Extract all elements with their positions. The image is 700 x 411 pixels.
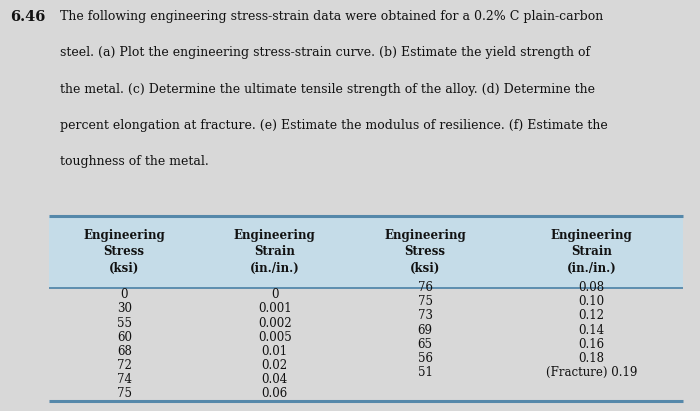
Bar <box>49 216 682 288</box>
Text: 60: 60 <box>117 330 132 344</box>
Text: 75: 75 <box>418 296 433 308</box>
Text: Engineering
Strain
(in./in.): Engineering Strain (in./in.) <box>234 229 316 275</box>
Text: 0.18: 0.18 <box>578 352 605 365</box>
Text: percent elongation at fracture. (e) Estimate the modulus of resilience. (f) Esti: percent elongation at fracture. (e) Esti… <box>60 119 608 132</box>
Text: 0: 0 <box>271 288 279 301</box>
Text: 55: 55 <box>117 316 132 330</box>
Text: 0.14: 0.14 <box>578 323 605 337</box>
Text: (Fracture) 0.19: (Fracture) 0.19 <box>546 366 637 379</box>
Text: Engineering
Strain
(in./in.): Engineering Strain (in./in.) <box>551 229 632 275</box>
Text: 0.02: 0.02 <box>262 359 288 372</box>
Text: 56: 56 <box>418 352 433 365</box>
Text: 0.12: 0.12 <box>578 309 605 323</box>
Text: 0.01: 0.01 <box>262 345 288 358</box>
Text: 0.002: 0.002 <box>258 316 292 330</box>
Text: 0.005: 0.005 <box>258 330 292 344</box>
Text: 76: 76 <box>418 281 433 294</box>
Text: 0.06: 0.06 <box>262 387 288 400</box>
Text: 65: 65 <box>418 338 433 351</box>
Text: 51: 51 <box>418 366 433 379</box>
Text: 30: 30 <box>117 302 132 315</box>
Text: 0.10: 0.10 <box>578 296 605 308</box>
Text: 0.04: 0.04 <box>262 373 288 386</box>
Text: The following engineering stress-strain data were obtained for a 0.2% C plain-ca: The following engineering stress-strain … <box>60 10 603 23</box>
Text: 69: 69 <box>418 323 433 337</box>
Text: 6.46: 6.46 <box>10 10 46 24</box>
Text: 0.001: 0.001 <box>258 302 292 315</box>
Text: 73: 73 <box>418 309 433 323</box>
Text: 74: 74 <box>117 373 132 386</box>
Text: the metal. (c) Determine the ultimate tensile strength of the alloy. (d) Determi: the metal. (c) Determine the ultimate te… <box>60 83 594 96</box>
Text: 0: 0 <box>120 288 128 301</box>
Text: steel. (a) Plot the engineering stress-strain curve. (b) Estimate the yield stre: steel. (a) Plot the engineering stress-s… <box>60 46 589 60</box>
Text: 75: 75 <box>117 387 132 400</box>
Text: 72: 72 <box>117 359 132 372</box>
Text: toughness of the metal.: toughness of the metal. <box>60 155 209 168</box>
Text: Engineering
Stress
(ksi): Engineering Stress (ksi) <box>384 229 466 275</box>
Text: 0.08: 0.08 <box>578 281 605 294</box>
Text: 0.16: 0.16 <box>578 338 605 351</box>
Text: 68: 68 <box>117 345 132 358</box>
Text: Engineering
Stress
(ksi): Engineering Stress (ksi) <box>83 229 165 275</box>
